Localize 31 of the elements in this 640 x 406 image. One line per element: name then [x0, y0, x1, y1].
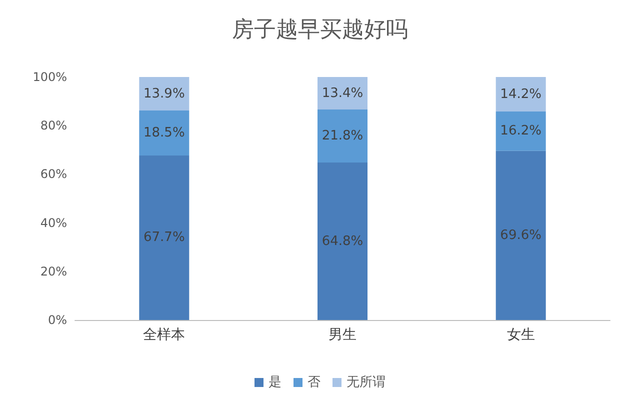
data-label: 64.8%: [322, 234, 364, 249]
bar: [496, 112, 546, 151]
bar: [318, 162, 368, 320]
y-tick-label: 0%: [48, 313, 67, 327]
bar: [139, 77, 190, 111]
legend-label: 否: [308, 375, 320, 390]
bar: [318, 77, 368, 110]
data-label: 18.5%: [144, 126, 185, 141]
legend-label: 无所谓: [346, 375, 386, 390]
y-tick-label: 80%: [40, 118, 67, 133]
data-label: 21.8%: [322, 128, 364, 144]
data-label: 13.4%: [322, 86, 364, 101]
y-tick-label: 100%: [32, 70, 67, 84]
data-label: 69.6%: [500, 228, 542, 243]
legend-label: 是: [268, 375, 282, 390]
bar: [496, 150, 546, 320]
x-tick-label: 女生: [506, 327, 535, 343]
bar: [139, 155, 190, 320]
chart-title: 房子越早买越好吗: [232, 18, 408, 42]
x-tick-label: 全样本: [143, 327, 186, 343]
y-tick-label: 40%: [40, 216, 67, 230]
bar: [496, 77, 546, 112]
y-tick-label: 60%: [40, 167, 67, 182]
data-label: 13.9%: [144, 86, 185, 102]
data-label: 14.2%: [500, 86, 542, 102]
bar: [318, 110, 368, 163]
data-label: 67.7%: [144, 230, 185, 246]
bar: [139, 110, 190, 156]
y-tick-label: 20%: [40, 264, 67, 278]
data-label: 16.2%: [500, 124, 542, 139]
x-tick-label: 男生: [328, 327, 356, 343]
